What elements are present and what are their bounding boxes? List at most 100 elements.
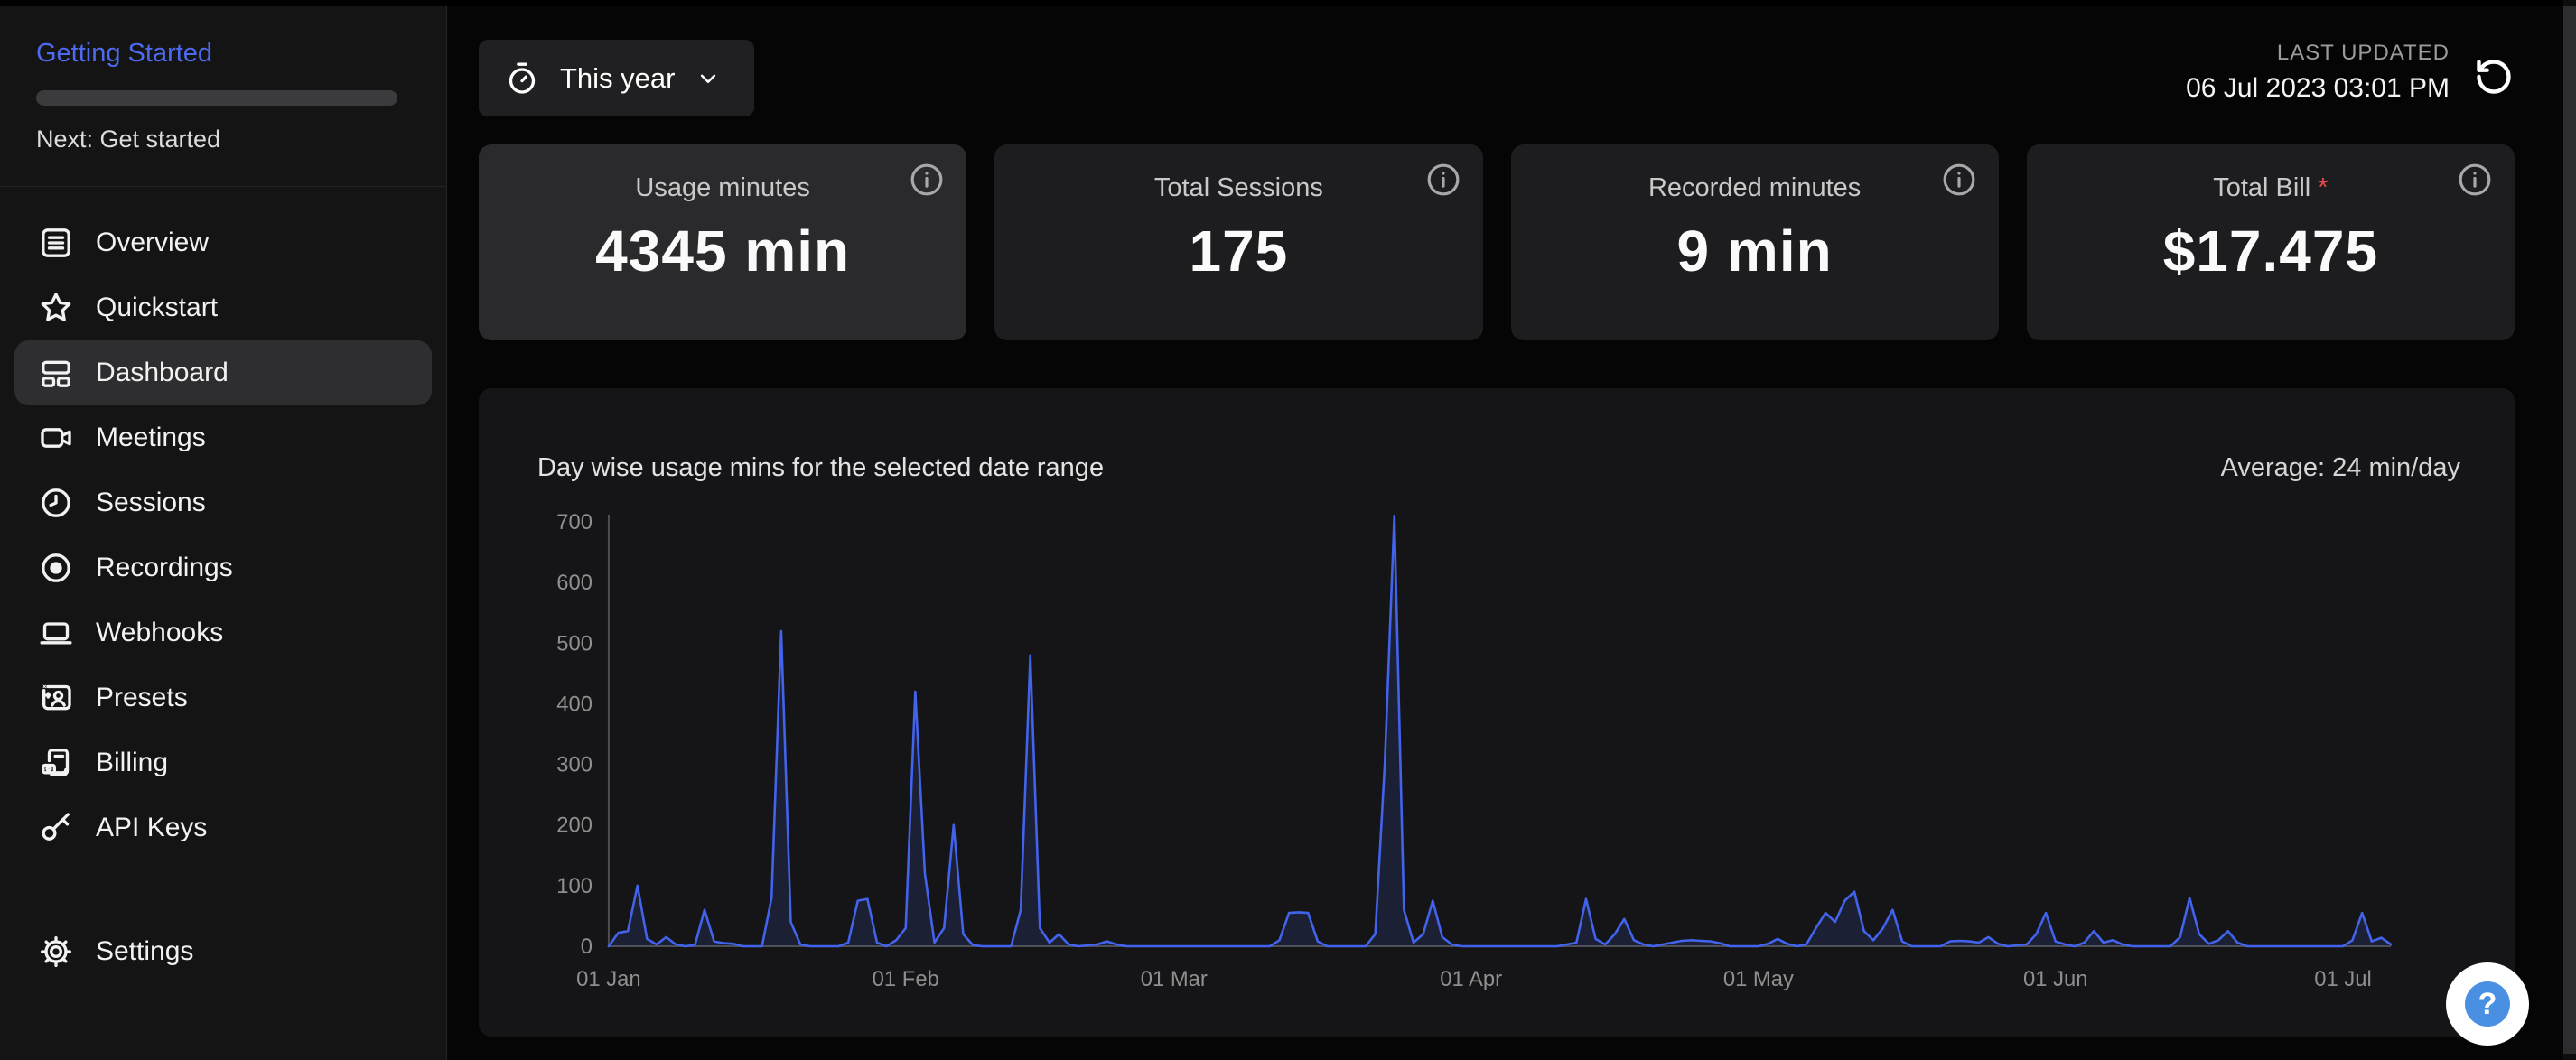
getting-started-next-step: Next: Get started [36,126,221,153]
svg-text:01 Jul: 01 Jul [2314,967,2372,991]
chevron-down-icon [701,74,716,83]
date-range-dropdown[interactable]: This year [479,40,755,116]
timer-icon [509,62,536,94]
svg-text:01 Feb: 01 Feb [873,967,939,991]
stat-value: 4345 min [595,219,851,284]
window-top-strip [0,0,2576,6]
help-button[interactable]: ? [2446,962,2529,1046]
sidebar-item-recordings[interactable]: Recordings [14,535,432,600]
key-icon [38,810,74,846]
info-button[interactable] [909,163,945,199]
svg-text:200: 200 [556,814,593,838]
laptop-icon [38,615,74,651]
usage-chart-card: Day wise usage mins for the selected dat… [479,388,2515,1037]
chart-title: Day wise usage mins for the selected dat… [537,453,1105,482]
svg-text:600: 600 [556,571,593,595]
stat-label: Recorded minutes [1647,173,1862,202]
stat-value: 175 [1189,219,1289,284]
bill-asterisk: * [2318,173,2329,202]
stat-card-total-sessions[interactable]: Total Sessions 175 [994,144,1483,340]
date-range-label: This year [560,61,676,94]
overview-icon [38,225,74,261]
getting-started-progress-bar [36,90,397,106]
record-icon [38,550,74,586]
svg-text:400: 400 [556,692,593,716]
svg-text:01 Jun: 01 Jun [2023,967,2088,991]
info-icon [1427,163,1459,196]
info-button[interactable] [1941,163,1977,199]
getting-started-block: Getting Started Next: Get started [0,6,446,187]
sidebar-nav: Overview Quickstart Dashboard Meetings S… [0,187,446,860]
star-icon [38,290,74,326]
y-axis-tick-labels: 0 100 200 300 400 500 600 700 [556,510,593,959]
sidebar-item-dashboard[interactable]: Dashboard [14,340,432,405]
sidebar-item-label: Overview [96,228,210,257]
scrollbar-thumb[interactable] [2563,6,2576,1054]
svg-text:100: 100 [556,874,593,898]
sidebar-item-label: Quickstart [96,293,219,322]
sidebar-item-meetings[interactable]: Meetings [14,405,432,470]
info-button[interactable] [2457,163,2493,199]
info-button[interactable] [1425,163,1461,199]
sidebar-item-label: Sessions [96,488,206,517]
main-content: This year LAST UPDATED 06 Jul 2023 03:01… [448,6,2563,1060]
last-updated-label: LAST UPDATED [2276,41,2450,65]
clock-icon [38,485,74,521]
sidebar-item-sessions[interactable]: Sessions [14,470,432,535]
stat-label: Total Sessions [1153,173,1323,202]
sidebar-item-label: Presets [96,683,188,712]
svg-text:500: 500 [556,631,593,656]
info-icon [910,163,943,196]
usage-area-chart[interactable]: 0 100 200 300 400 500 600 700 01 Jan 01 Feb 01 Ma… [479,388,2515,1037]
last-updated-block: LAST UPDATED 06 Jul 2023 03:01 PM [2186,41,2450,104]
billing-receipt-icon [38,745,74,781]
usage-line [607,515,2393,948]
dashboard-icon [38,355,74,391]
refresh-button[interactable] [2473,57,2515,98]
sidebar: Getting Started Next: Get started Overvi… [0,6,447,1060]
sidebar-item-presets[interactable]: Presets [14,665,432,730]
getting-started-title[interactable]: Getting Started [36,39,213,68]
svg-text:300: 300 [556,752,593,776]
last-updated-value: 06 Jul 2023 03:01 PM [2186,73,2450,103]
sidebar-item-label: Billing [96,748,169,777]
svg-text:01 May: 01 May [1723,967,1794,991]
usage-area-fill [608,516,2392,946]
stat-value: $17.475 [2162,219,2379,284]
sidebar-item-webhooks[interactable]: Webhooks [14,600,432,665]
window-scrollbar[interactable] [2563,0,2576,1060]
stat-cards-row: Usage minutes 4345 min Total Sessions 17… [479,144,2515,340]
question-mark-icon: ? [2465,981,2510,1027]
sidebar-item-label: Meetings [96,423,206,452]
refresh-icon [2477,60,2511,94]
sidebar-item-quickstart[interactable]: Quickstart [14,275,432,340]
svg-text:700: 700 [556,510,593,535]
svg-text:01 Mar: 01 Mar [1141,967,1208,991]
sidebar-item-label: Webhooks [96,618,224,647]
gear-icon [38,934,74,970]
svg-text:01 Jan: 01 Jan [576,967,641,991]
sidebar-item-label: Recordings [96,553,233,582]
stat-card-usage-minutes[interactable]: Usage minutes 4345 min [479,144,967,340]
info-icon [2459,163,2491,196]
stat-label: Total Bill * [2213,173,2329,202]
sidebar-item-api-keys[interactable]: API Keys [14,795,432,860]
sidebar-item-settings[interactable]: Settings [14,919,432,984]
sidebar-item-label: Settings [96,936,194,966]
chart-average-label: Average: 24 min/day [2220,453,2460,482]
video-camera-icon [38,420,74,456]
preset-person-icon [38,680,74,716]
stat-card-total-bill[interactable]: Total Bill * $17.475 [2026,144,2515,340]
sidebar-item-label: Dashboard [96,358,229,387]
svg-text:01 Apr: 01 Apr [1440,967,1502,991]
stat-label: Usage minutes [635,173,810,202]
info-icon [1943,163,1975,196]
stat-card-recorded-minutes[interactable]: Recorded minutes 9 min [1510,144,1999,340]
sidebar-item-label: API Keys [96,813,208,842]
sidebar-item-billing[interactable]: Billing [14,730,432,795]
sidebar-item-overview[interactable]: Overview [14,210,432,275]
topbar: This year LAST UPDATED 06 Jul 2023 03:01… [479,33,2515,116]
svg-text:0: 0 [581,934,593,959]
stat-value: 9 min [1676,219,1833,284]
x-axis-tick-labels: 01 Jan 01 Feb 01 Mar 01 Apr 01 May 01 Jun 01 J… [576,967,2372,991]
